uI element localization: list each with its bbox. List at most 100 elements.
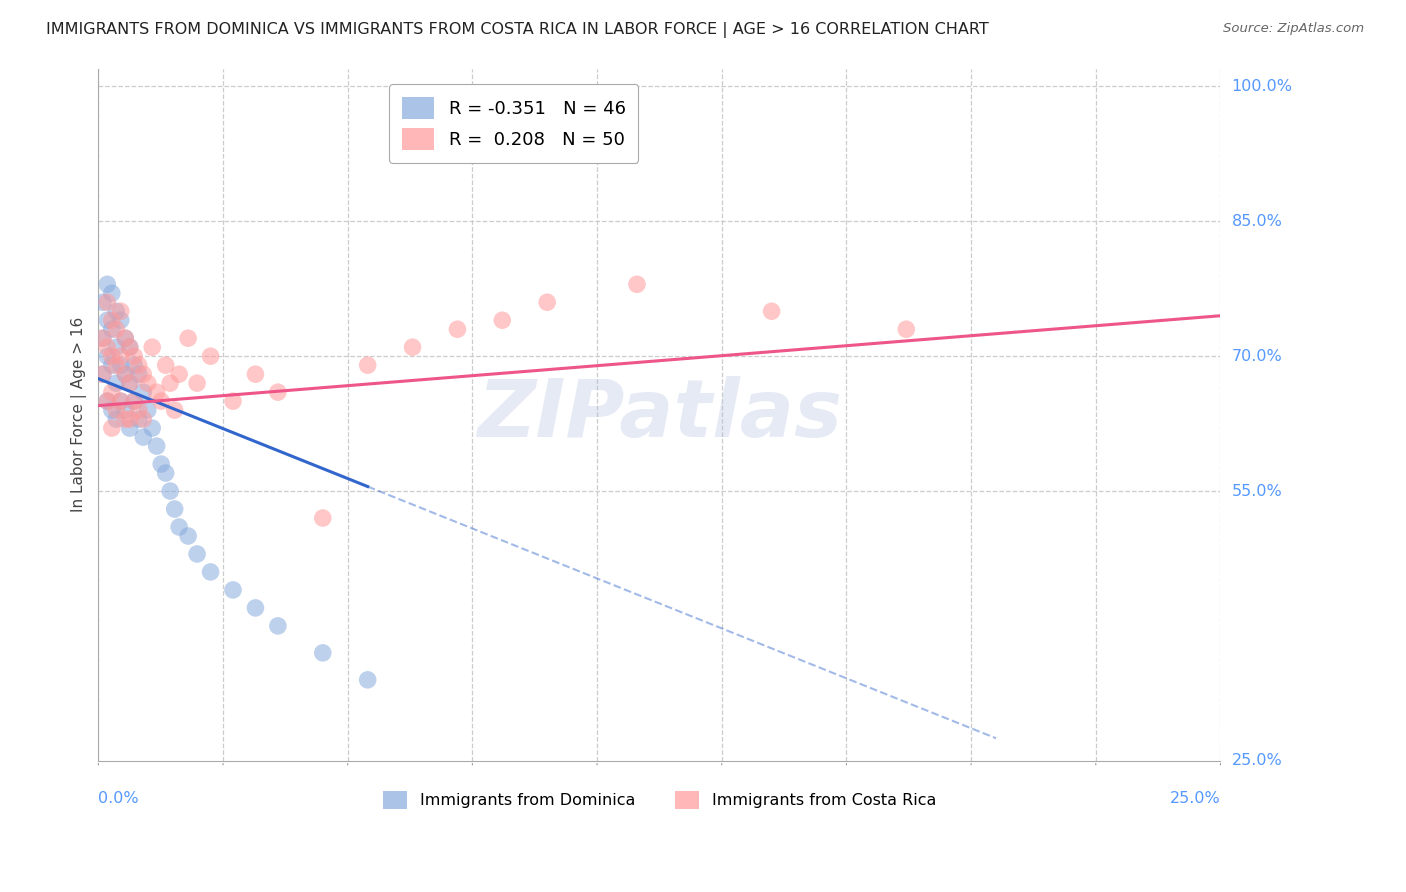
Point [159,483,181,498]
Point [105,403,128,417]
Point [114,367,136,381]
Point [110,358,132,372]
Point [118,340,141,354]
Point [96,295,118,310]
Point [91,331,114,345]
Point [245,601,267,615]
Point [101,385,124,400]
Point [155,466,177,480]
Point [141,340,163,354]
Point [128,367,150,381]
Point [761,304,783,318]
Point [222,582,245,597]
Point [267,385,290,400]
Point [128,403,150,417]
Point [96,349,118,363]
Point [122,358,145,372]
Point [136,403,159,417]
Point [101,349,124,363]
Point [356,358,378,372]
Point [186,376,208,391]
Point [200,565,222,579]
Point [96,394,118,409]
Point [105,304,128,318]
Point [114,403,136,417]
Point [177,331,200,345]
Text: 25.0%: 25.0% [1232,753,1282,768]
Text: 0.0%: 0.0% [98,791,139,806]
Point [896,322,918,336]
Text: IMMIGRANTS FROM DOMINICA VS IMMIGRANTS FROM COSTA RICA IN LABOR FORCE | AGE > 16: IMMIGRANTS FROM DOMINICA VS IMMIGRANTS F… [46,22,990,38]
Point [96,340,118,354]
Point [110,394,132,409]
Point [101,403,124,417]
Point [118,412,141,426]
Text: 70.0%: 70.0% [1232,349,1282,364]
Point [101,322,124,336]
Point [96,313,118,327]
Point [401,340,423,354]
Point [136,376,159,391]
Point [101,358,124,372]
Point [132,367,155,381]
Point [96,394,118,409]
Point [626,277,648,292]
Point [101,286,124,301]
Point [356,673,378,687]
Text: 25.0%: 25.0% [1170,791,1220,806]
Text: 85.0%: 85.0% [1232,214,1282,229]
Point [145,385,167,400]
Point [118,376,141,391]
Point [114,412,136,426]
Point [114,331,136,345]
Point [167,367,190,381]
Point [167,520,190,534]
Point [91,367,114,381]
Point [128,412,150,426]
Point [105,412,128,426]
Point [491,313,513,327]
Point [118,421,141,435]
Point [122,394,145,409]
Point [145,439,167,453]
Point [114,367,136,381]
Point [141,421,163,435]
Point [101,313,124,327]
Point [132,430,155,444]
Point [118,376,141,391]
Point [91,331,114,345]
Point [312,511,335,525]
Point [118,340,141,354]
Point [150,394,173,409]
Point [150,457,173,471]
Point [105,376,128,391]
Point [96,277,118,292]
Point [132,385,155,400]
Point [312,646,335,660]
Point [155,358,177,372]
Point [91,295,114,310]
Point [105,340,128,354]
Legend: Immigrants from Dominica, Immigrants from Costa Rica: Immigrants from Dominica, Immigrants fro… [377,785,942,815]
Point [122,394,145,409]
Point [446,322,468,336]
Point [114,331,136,345]
Point [163,403,186,417]
Text: ZIPatlas: ZIPatlas [477,376,842,454]
Point [101,421,124,435]
Text: 55.0%: 55.0% [1232,483,1282,499]
Y-axis label: In Labor Force | Age > 16: In Labor Force | Age > 16 [72,317,87,512]
Point [536,295,558,310]
Point [163,502,186,516]
Point [159,376,181,391]
Point [110,349,132,363]
Text: 100.0%: 100.0% [1232,79,1292,94]
Point [186,547,208,561]
Point [105,322,128,336]
Point [91,367,114,381]
Point [128,358,150,372]
Point [245,367,267,381]
Point [222,394,245,409]
Point [110,394,132,409]
Point [177,529,200,543]
